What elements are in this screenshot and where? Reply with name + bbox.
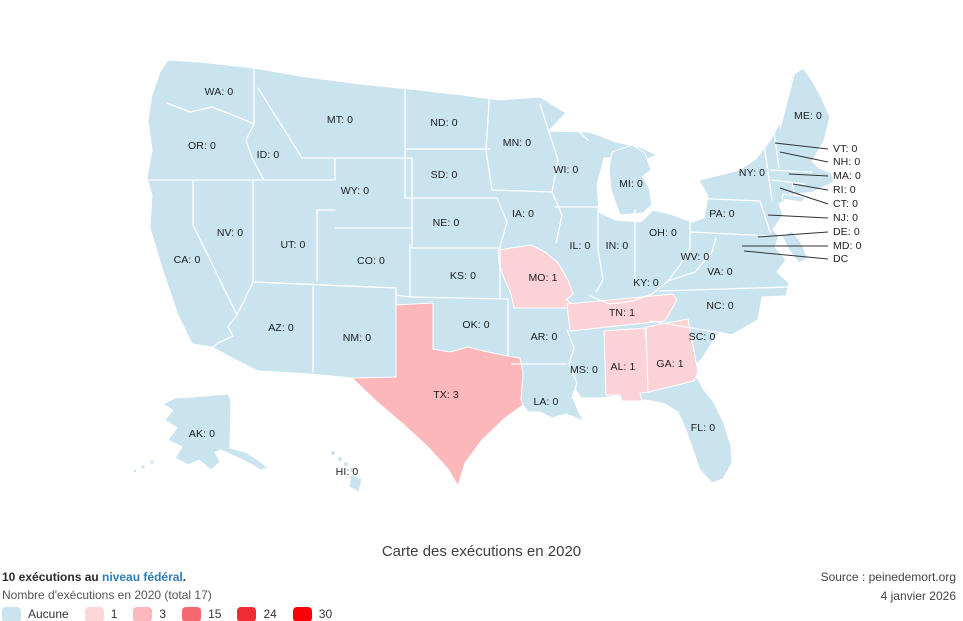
state-label-in: IN: 0 bbox=[605, 240, 629, 252]
ak-island-dot bbox=[141, 465, 145, 469]
state-shape-ga[interactable] bbox=[645, 318, 699, 393]
state-label-oh: OH: 0 bbox=[649, 227, 677, 239]
legend-label-aucune: Aucune bbox=[28, 607, 69, 621]
state-label-mn: MN: 0 bbox=[502, 137, 532, 149]
state-label-md: MD: 0 bbox=[833, 240, 862, 252]
state-label-ct: CT: 0 bbox=[833, 198, 859, 210]
legend-label-3: 3 bbox=[159, 607, 167, 621]
state-label-vt: VT: 0 bbox=[833, 143, 858, 155]
state-label-sd: SD: 0 bbox=[430, 169, 458, 181]
ak-island-dot bbox=[150, 460, 154, 464]
state-shape-tn[interactable] bbox=[566, 293, 678, 332]
state-label-mo: MO: 1 bbox=[528, 272, 558, 284]
state-label-ok: OK: 0 bbox=[462, 319, 490, 331]
state-shape-mi-lower[interactable] bbox=[608, 144, 653, 216]
state-label-co: CO: 0 bbox=[357, 255, 385, 267]
date-text: 4 janvier 2026 bbox=[880, 589, 956, 603]
state-label-la: LA: 0 bbox=[533, 396, 559, 408]
state-label-mi: MI: 0 bbox=[619, 178, 643, 190]
state-borders bbox=[145, 63, 813, 399]
state-label-ne: NE: 0 bbox=[432, 217, 460, 229]
state-label-or: OR: 0 bbox=[188, 140, 216, 152]
state-label-sc: SC: 0 bbox=[688, 331, 716, 343]
page-title: Carte des exécutions en 2020 bbox=[381, 543, 582, 560]
note-prefix: 10 exécutions au bbox=[2, 570, 103, 584]
state-label-az: AZ: 0 bbox=[268, 322, 294, 334]
state-label-ny: NY: 0 bbox=[738, 167, 766, 179]
state-label-tx: TX: 3 bbox=[433, 389, 459, 401]
footer-right: Source : peinedemort.org 4 janvier 2026 bbox=[821, 568, 956, 606]
legend-swatch-aucune bbox=[2, 606, 21, 621]
state-label-de: DE: 0 bbox=[833, 226, 860, 238]
state-label-al: AL: 1 bbox=[610, 361, 636, 373]
legend-label-24: 24 bbox=[263, 607, 277, 621]
state-label-tn: TN: 1 bbox=[608, 307, 636, 319]
state-label-il: IL: 0 bbox=[569, 240, 591, 252]
legend-label-15: 15 bbox=[208, 607, 222, 621]
state-label-nd: ND: 0 bbox=[430, 117, 458, 129]
legend-label-1: 1 bbox=[110, 607, 118, 621]
delmarva-shape bbox=[781, 230, 809, 264]
long-island-shape bbox=[781, 193, 806, 203]
state-label-ar: AR: 0 bbox=[530, 331, 558, 343]
state-label-pa: PA: 0 bbox=[709, 208, 735, 220]
state-label-nh: NH: 0 bbox=[833, 156, 861, 168]
state-label-ri: RI: 0 bbox=[833, 184, 856, 196]
state-shape-hi[interactable] bbox=[331, 451, 363, 493]
state-label-ks: KS: 0 bbox=[449, 270, 477, 282]
ak-island-dot bbox=[133, 469, 137, 473]
federal-executions-note: 10 exécutions au niveau fédéral. bbox=[2, 568, 348, 586]
state-shape-ak[interactable] bbox=[162, 393, 269, 471]
state-label-me: ME: 0 bbox=[794, 110, 822, 122]
state-label-nm: NM: 0 bbox=[342, 332, 372, 344]
state-label-wi: WI: 0 bbox=[553, 164, 579, 176]
state-label-nj: NJ: 0 bbox=[833, 212, 859, 224]
state-label-ia: IA: 0 bbox=[511, 208, 535, 220]
legend-title: Nombre d'exécutions en 2020 (total 17) bbox=[2, 588, 212, 602]
state-label-id: ID: 0 bbox=[256, 149, 280, 161]
state-label-va: VA: 0 bbox=[707, 266, 733, 278]
state-label-dc: DC bbox=[833, 253, 849, 265]
callout-leader-lines bbox=[742, 142, 829, 260]
legend-label-30: 30 bbox=[318, 607, 333, 621]
state-label-ky: KY: 0 bbox=[633, 277, 659, 289]
state-label-ms: MS: 0 bbox=[570, 364, 598, 376]
state-shape-tx[interactable] bbox=[351, 302, 524, 487]
state-label-wa: WA: 0 bbox=[204, 86, 234, 98]
state-label-fl: FL: 0 bbox=[690, 422, 716, 434]
state-label-ca: CA: 0 bbox=[173, 254, 201, 266]
state-label-wv: WV: 0 bbox=[680, 251, 710, 263]
state-label-wy: WY: 0 bbox=[340, 185, 370, 197]
state-label-nc: NC: 0 bbox=[706, 300, 734, 312]
state-label-hi: HI: 0 bbox=[335, 466, 359, 478]
footer-left: 10 exécutions au niveau fédéral. Nombre … bbox=[2, 568, 348, 621]
legend-swatch-3 bbox=[133, 606, 153, 621]
legend: Aucune 1 3 15 24 30 bbox=[2, 606, 348, 621]
state-label-mt: MT: 0 bbox=[326, 114, 354, 126]
state-label-ut: UT: 0 bbox=[280, 239, 306, 251]
legend-swatch-24 bbox=[237, 606, 257, 621]
legend-swatch-30 bbox=[292, 606, 312, 621]
state-label-ak: AK: 0 bbox=[188, 428, 216, 440]
note-suffix: . bbox=[182, 570, 187, 584]
state-label-nv: NV: 0 bbox=[216, 227, 244, 239]
source-text: Source : peinedemort.org bbox=[820, 570, 956, 584]
federal-level-link[interactable]: niveau fédéral bbox=[102, 570, 183, 584]
state-label-ga: GA: 1 bbox=[656, 358, 684, 370]
legend-swatch-15 bbox=[182, 606, 202, 621]
legend-swatch-1 bbox=[84, 606, 104, 621]
state-label-ma: MA: 0 bbox=[833, 170, 861, 182]
